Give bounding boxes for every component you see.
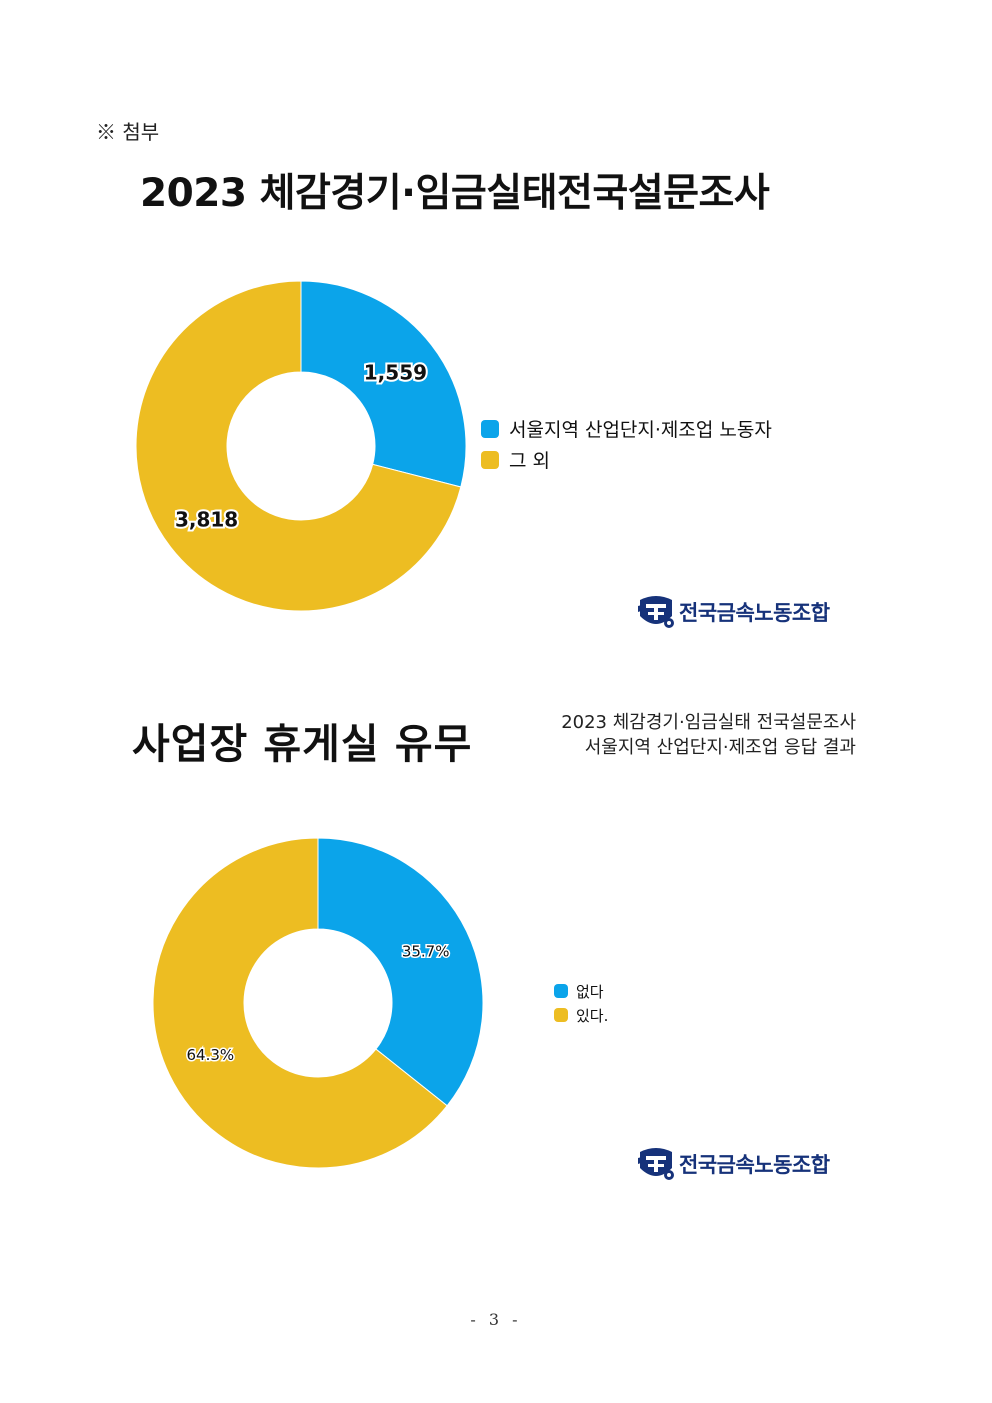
- union-logo: 전국금속노동조합: [636, 594, 830, 630]
- legend-label: 서울지역 산업단지·제조업 노동자: [509, 419, 772, 441]
- page-number: - 3 -: [470, 1310, 522, 1329]
- donut-slice-1: [300, 280, 467, 488]
- main-title: 2023 체감경기·임금실태전국설문조사: [140, 171, 770, 216]
- logo-text: 전국금속노동조합: [679, 1153, 830, 1177]
- legend-label: 없다: [576, 982, 604, 1001]
- donut-slice-2: [135, 280, 462, 612]
- union-emblem-icon: [638, 1148, 674, 1180]
- legend-respondents: 서울지역 산업단지·제조업 노동자 그 외: [481, 413, 772, 475]
- donut-chart-respondents: 1,559 3,818: [135, 280, 467, 612]
- section-title: 사업장 휴게실 유무: [132, 720, 473, 768]
- union-emblem-icon: [638, 596, 674, 628]
- legend-item-exists: 있다.: [554, 1003, 608, 1027]
- legend-swatch-blue: [481, 419, 499, 438]
- logo-text: 전국금속노동조합: [679, 601, 830, 625]
- donut-chart-breakroom: 35.7% 64.3%: [152, 837, 484, 1169]
- data-label-2: 3,818: [175, 507, 238, 531]
- legend-item-others: 그 외: [481, 444, 772, 475]
- legend-breakroom: 없다 있다.: [554, 979, 608, 1027]
- legend-swatch-blue: [554, 984, 568, 998]
- legend-item-seoul-workers: 서울지역 산업단지·제조업 노동자: [481, 413, 772, 444]
- legend-swatch-gold: [481, 450, 499, 469]
- donut-slice-1: [317, 837, 484, 1107]
- data-label-1: 1,559: [364, 361, 427, 385]
- attachment-label: ※ 첨부: [96, 120, 160, 144]
- data-label-2: 64.3%: [187, 1046, 235, 1064]
- data-label-1: 35.7%: [402, 942, 450, 960]
- union-logo: 전국금속노동조합: [636, 1146, 830, 1182]
- subtitle-line-1: 2023 체감경기·임금실태 전국설문조사: [561, 712, 856, 733]
- section-subtitle: 2023 체감경기·임금실태 전국설문조사 서울지역 산업단지·제조업 응답 결…: [561, 710, 856, 760]
- legend-label: 그 외: [509, 450, 550, 472]
- legend-label: 있다.: [576, 1006, 609, 1025]
- subtitle-line-2: 서울지역 산업단지·제조업 응답 결과: [584, 737, 856, 758]
- legend-item-none: 없다: [554, 979, 608, 1003]
- donut-slice-2: [152, 837, 448, 1169]
- legend-swatch-gold: [554, 1008, 568, 1022]
